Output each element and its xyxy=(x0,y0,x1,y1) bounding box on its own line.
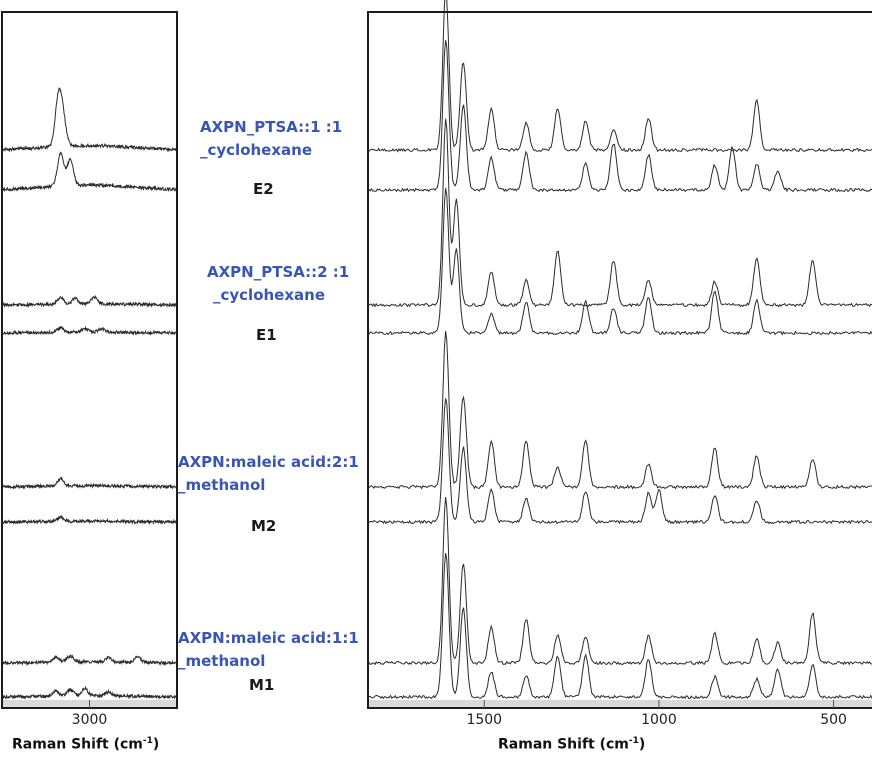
left-tick-label-1: 3000 xyxy=(72,712,108,728)
right-spectrum-trace-8 xyxy=(369,553,872,700)
left-spectrum-trace-6 xyxy=(2,514,177,526)
left-x-axis-label: Raman Shift (cm-1) xyxy=(12,736,159,753)
left-panel-frame xyxy=(1,11,178,709)
right-axis-band xyxy=(368,700,872,708)
sample-label-m2-name-line2: _methanol xyxy=(178,476,266,494)
sample-label-e1-code: E1 xyxy=(256,326,277,344)
right-x-axis-label: Raman Shift (cm-1) xyxy=(498,736,645,753)
right-spectrum-trace-1 xyxy=(368,0,872,153)
sample-label-e2-name-line1: AXPN_PTSA::1 :1 xyxy=(200,118,343,136)
right-spectrum-trace-3 xyxy=(368,118,872,308)
panel-gap xyxy=(355,0,361,761)
right-x-axis-label-sup: -1 xyxy=(628,736,639,746)
right-spectrum-trace-2 xyxy=(368,40,872,193)
right-x-axis-label-text: Raman Shift (cm xyxy=(498,736,629,753)
right-spectrum-trace-6 xyxy=(368,398,872,525)
sample-label-m1-code: M1 xyxy=(249,676,275,694)
left-spectrum-trace-4 xyxy=(2,325,177,336)
sample-label-m2-name-line1: AXPN:maleic acid:2:1 xyxy=(178,453,359,471)
left-axis-ticks: 3000 xyxy=(72,700,108,728)
sample-label-e1-name-line1: AXPN_PTSA::2 :1 xyxy=(207,263,350,281)
sample-label-e1-name-line2: _cyclohexane xyxy=(213,286,326,304)
right-panel-traces xyxy=(368,0,872,700)
right-spectrum-trace-5 xyxy=(368,331,872,490)
right-tick-label-2: 1000 xyxy=(641,712,677,728)
left-spectrum-trace-7 xyxy=(2,654,177,667)
right-tick-label-3: 500 xyxy=(820,712,847,728)
right-x-axis-label-close: ) xyxy=(638,736,646,753)
sample-label-m1-name-line2: _methanol xyxy=(178,652,266,670)
right-spectrum-trace-4 xyxy=(368,188,872,336)
left-spectrum-trace-5 xyxy=(2,476,177,490)
left-x-axis-label-text: Raman Shift (cm xyxy=(12,736,143,753)
sample-label-m1-name-line1: AXPN:maleic acid:1:1 xyxy=(178,629,359,647)
sample-label-e2-name-line2: _cyclohexane xyxy=(200,141,313,159)
left-x-axis-label-close: ) xyxy=(152,736,160,753)
right-spectrum-trace-7 xyxy=(368,496,872,666)
right-axis-ticks: 1500 1000 500 xyxy=(466,700,847,728)
left-spectrum-trace-8 xyxy=(2,685,177,700)
left-x-axis-label-sup: -1 xyxy=(142,736,153,746)
left-spectrum-trace-2 xyxy=(2,151,177,193)
left-spectrum-trace-1 xyxy=(2,87,177,153)
sample-label-e2-code: E2 xyxy=(253,180,274,198)
sample-label-m2-code: M2 xyxy=(251,517,277,535)
left-spectrum-trace-3 xyxy=(2,294,177,308)
right-panel-frame xyxy=(367,11,872,709)
left-panel-traces xyxy=(2,87,177,700)
right-tick-label-1: 1500 xyxy=(466,712,502,728)
